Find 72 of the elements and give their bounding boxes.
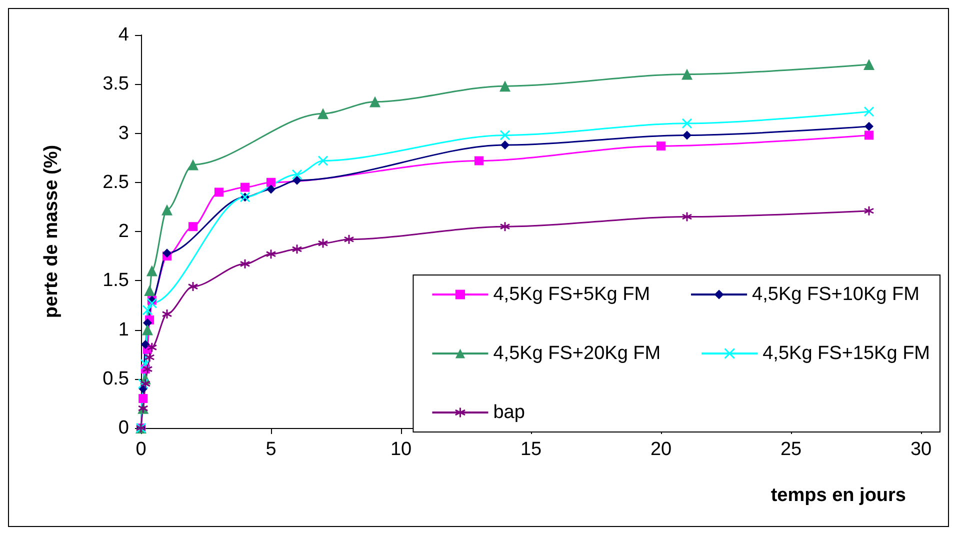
y-tick-label: 3 bbox=[118, 122, 129, 144]
point bbox=[140, 340, 150, 349]
point bbox=[138, 378, 148, 390]
x-tick-label: 20 bbox=[650, 439, 672, 460]
point bbox=[143, 318, 152, 328]
point bbox=[266, 248, 276, 260]
point bbox=[214, 188, 224, 197]
point bbox=[292, 244, 302, 254]
point bbox=[138, 394, 148, 404]
x-tick-label: 0 bbox=[136, 439, 146, 460]
point bbox=[188, 222, 198, 232]
legend-label: bap bbox=[493, 402, 525, 423]
legend-label: 4,5Kg FS+15Kg FM bbox=[762, 343, 930, 364]
y-tick-label: 2.5 bbox=[102, 172, 129, 193]
x-tick-label: 5 bbox=[266, 439, 276, 460]
y-tick-label: 3.5 bbox=[102, 74, 129, 95]
point bbox=[266, 184, 276, 194]
point bbox=[188, 159, 198, 170]
point bbox=[266, 178, 276, 187]
point bbox=[144, 284, 156, 296]
y-tick-label: 1 bbox=[118, 319, 129, 340]
y-tick-label: 0 bbox=[118, 418, 129, 438]
point bbox=[864, 130, 874, 140]
point bbox=[682, 130, 692, 140]
point bbox=[682, 212, 692, 222]
point bbox=[240, 182, 250, 192]
x-tick-label: 30 bbox=[910, 439, 932, 460]
y-axis-title: perte de masse (%) bbox=[41, 144, 62, 318]
x-tick-label: 15 bbox=[520, 439, 542, 460]
point bbox=[344, 234, 354, 245]
point bbox=[500, 140, 510, 150]
point bbox=[162, 308, 172, 320]
x-axis-title: temps en jours bbox=[770, 485, 906, 506]
point bbox=[292, 169, 302, 180]
point bbox=[140, 378, 151, 390]
point bbox=[864, 106, 874, 117]
point bbox=[656, 142, 666, 151]
point bbox=[162, 204, 172, 216]
point bbox=[500, 80, 510, 92]
point bbox=[142, 364, 153, 374]
point bbox=[146, 342, 158, 353]
point bbox=[682, 118, 692, 129]
point bbox=[682, 68, 692, 80]
point bbox=[500, 130, 510, 140]
point bbox=[318, 108, 328, 120]
y-tick-label: 1.5 bbox=[102, 270, 129, 292]
point bbox=[370, 96, 380, 108]
point bbox=[474, 156, 484, 166]
point bbox=[318, 156, 328, 166]
y-tick-label: 2 bbox=[118, 221, 129, 242]
point bbox=[146, 298, 158, 308]
x-tick-label: 25 bbox=[780, 439, 802, 460]
point bbox=[292, 176, 302, 185]
point bbox=[146, 265, 158, 276]
point bbox=[188, 281, 198, 292]
point bbox=[144, 352, 155, 363]
point bbox=[142, 304, 153, 316]
point bbox=[162, 248, 172, 258]
point bbox=[142, 324, 153, 336]
point bbox=[318, 238, 328, 249]
point bbox=[140, 358, 151, 370]
point bbox=[240, 258, 250, 270]
point bbox=[500, 221, 510, 232]
legend-label: 4,5Kg FS+20Kg FM bbox=[493, 343, 661, 364]
point bbox=[864, 206, 874, 216]
y-tick-label: 4 bbox=[118, 24, 130, 46]
x-tick-label: 10 bbox=[390, 439, 412, 460]
legend-label: 4,5Kg FS+5Kg FM bbox=[493, 284, 650, 305]
point bbox=[864, 58, 874, 70]
point bbox=[864, 122, 874, 131]
y-tick-label: 0.5 bbox=[102, 368, 129, 390]
legend-label: 4,5Kg FS+10Kg FM bbox=[752, 284, 920, 305]
